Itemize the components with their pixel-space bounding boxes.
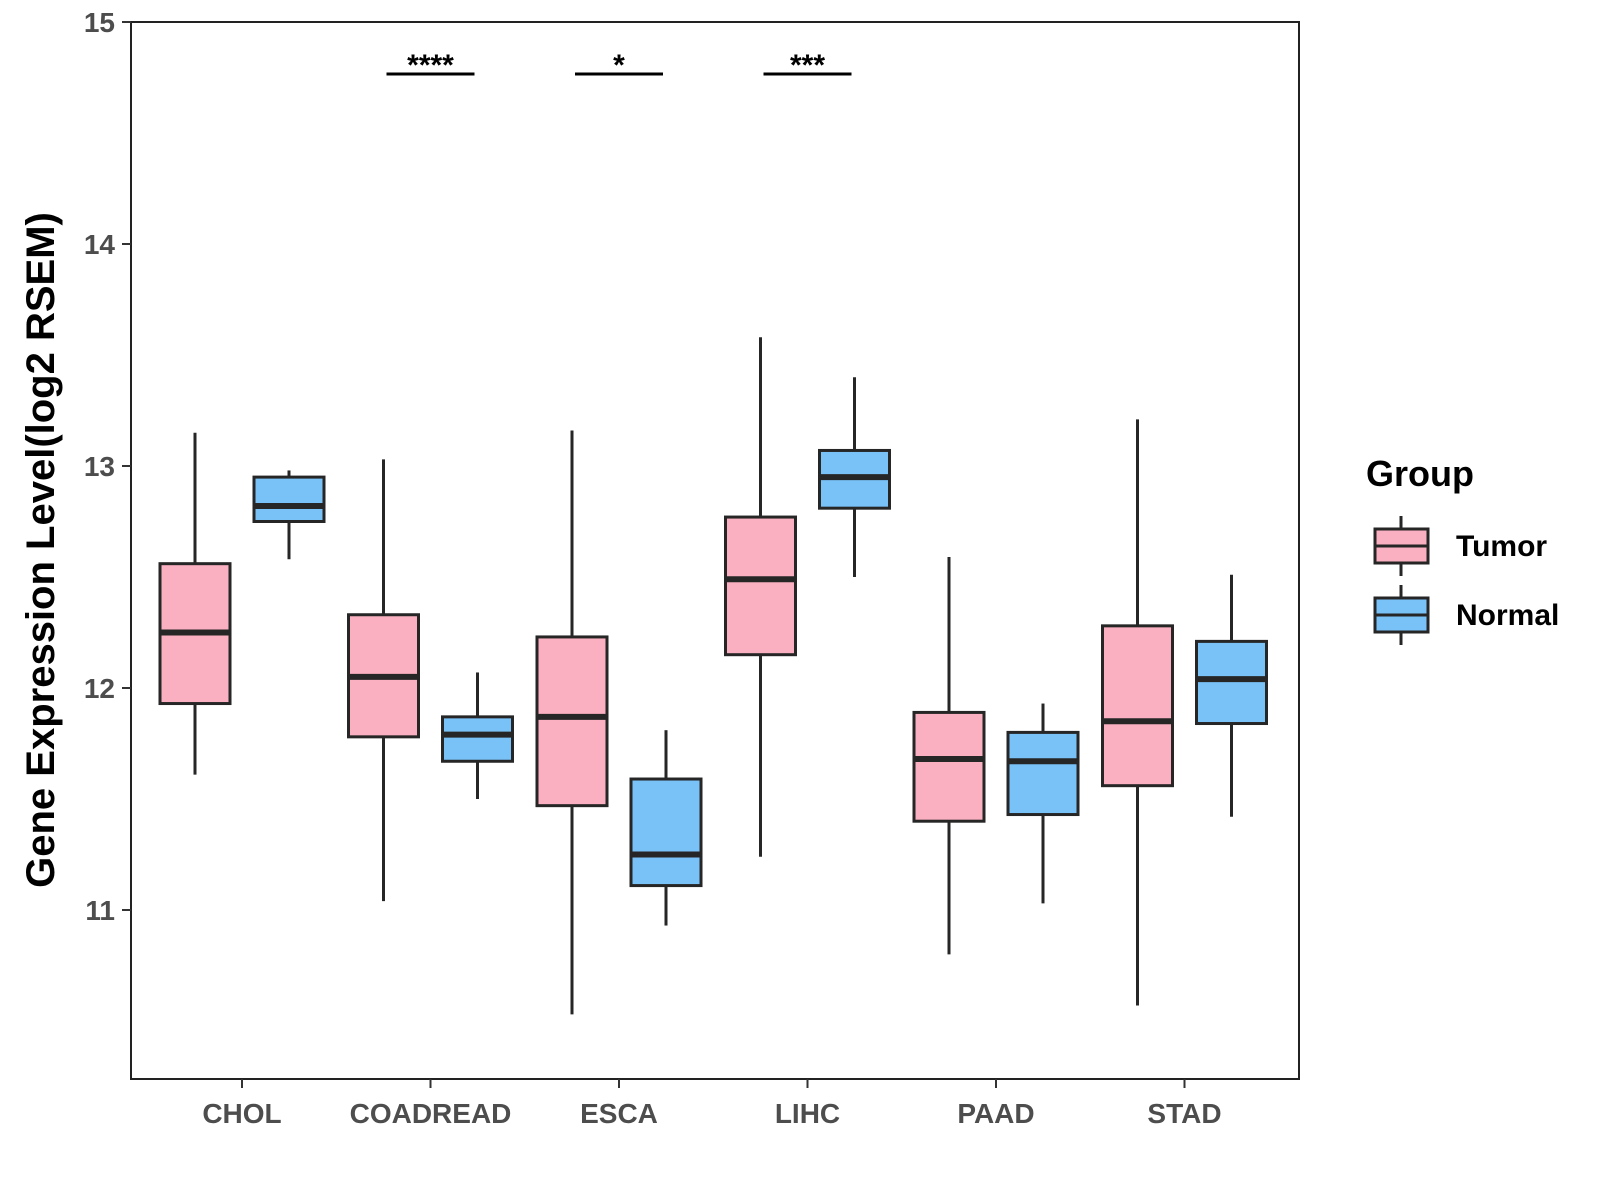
box-body: [912, 710, 986, 823]
box-normal-stad: [1195, 574, 1268, 817]
box-tumor-paad: [912, 557, 986, 955]
legend-title: Group: [1366, 453, 1474, 494]
significance-marker: ***: [763, 49, 852, 82]
box-tumor-coadread: [347, 459, 420, 902]
x-tick-label: CHOL: [202, 1098, 281, 1129]
legend-label: Normal: [1456, 599, 1559, 632]
significance-label: ****: [407, 49, 454, 82]
y-axis: 11 12 13 14 15: [84, 7, 131, 926]
box-normal-chol: [252, 470, 326, 560]
box-body: [1195, 639, 1268, 726]
legend-label: Tumor: [1456, 530, 1547, 563]
x-tick-label: PAAD: [957, 1098, 1034, 1129]
box-normal-lihc: [818, 377, 891, 577]
box-body: [724, 515, 797, 657]
box-tumor-lihc: [724, 337, 797, 857]
legend-item-normal: Normal: [1373, 585, 1559, 645]
box-body: [252, 475, 326, 524]
box-body: [1101, 624, 1174, 788]
legend-item-tumor: Tumor: [1373, 516, 1547, 576]
y-tick-label: 14: [84, 229, 116, 260]
box-body: [535, 635, 609, 808]
box-body: [441, 715, 514, 763]
box-body: [1006, 730, 1080, 817]
x-tick-label: ESCA: [580, 1098, 658, 1129]
legend: Group Tumor Normal: [1366, 453, 1559, 645]
box-normal-esca: [629, 730, 703, 926]
box-tumor-esca: [535, 430, 609, 1015]
significance-label: *: [613, 49, 625, 82]
y-tick-label: 13: [84, 451, 115, 482]
y-tick-label: 11: [85, 895, 115, 926]
box-body: [629, 777, 703, 888]
boxes-layer: [158, 337, 1268, 1015]
box-normal-coadread: [441, 672, 514, 799]
box-tumor-stad: [1101, 419, 1174, 1006]
y-tick-label: 15: [84, 7, 115, 38]
y-axis-title: Gene Expression Level(log2 RSEM): [19, 212, 63, 888]
box-normal-paad: [1006, 703, 1080, 904]
x-tick-label: COADREAD: [350, 1098, 512, 1129]
significance-marker: *: [575, 49, 663, 82]
x-tick-label: STAD: [1147, 1098, 1221, 1129]
significance-label: ***: [790, 49, 825, 82]
y-tick-label: 12: [84, 673, 115, 704]
plot-panel-border: [130, 21, 1300, 1080]
box-tumor-chol: [158, 432, 232, 775]
significance-marker: ****: [386, 49, 475, 82]
x-tick-label: LIHC: [775, 1098, 840, 1129]
significance-layer: **** * ***: [386, 49, 852, 82]
x-axis: CHOL COADREAD ESCA LIHC PAAD STAD: [202, 1079, 1222, 1129]
